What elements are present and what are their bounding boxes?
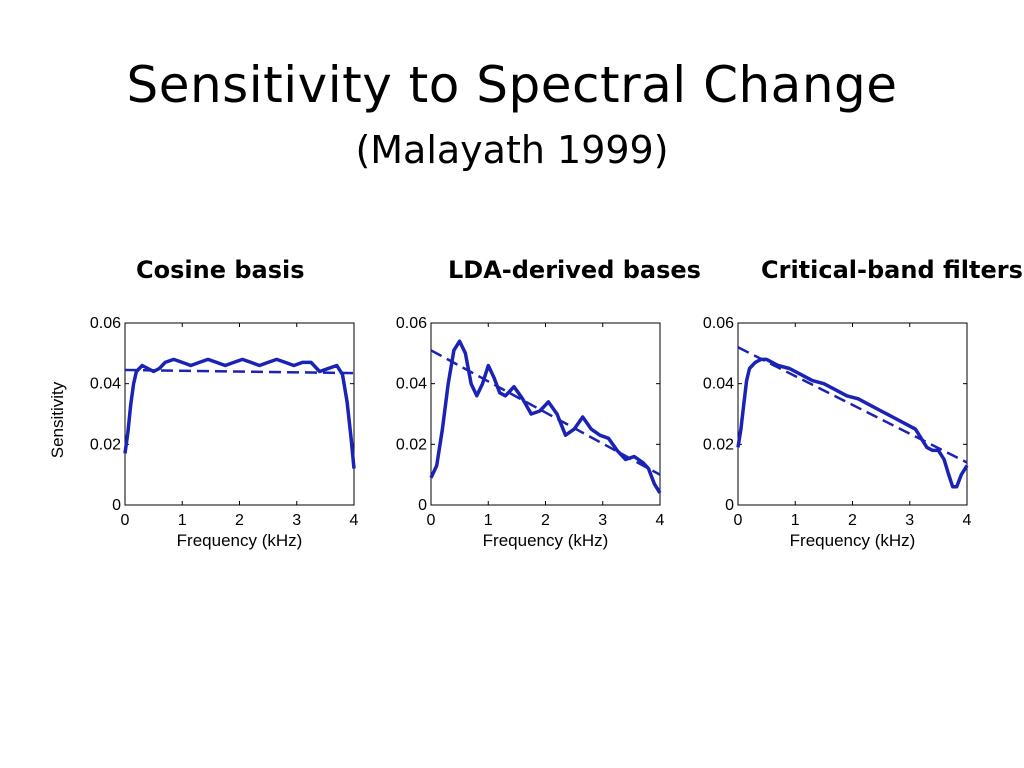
x-tick-label: 0 [121, 512, 130, 529]
x-tick-label: 3 [905, 512, 914, 529]
chart-title-cosine: Cosine basis [136, 256, 305, 284]
slide-subtitle: (Malayath 1999) [355, 128, 669, 172]
chart-title-lda: LDA-derived bases [448, 256, 701, 284]
x-tick-label: 3 [598, 512, 607, 529]
sensitivity-curve [736, 357, 969, 489]
x-tick-label: 2 [848, 512, 857, 529]
x-tick-label: 1 [178, 512, 187, 529]
sensitivity-charts: 0 1 2 3 4 0 0.02 0.04 0.06 Frequency (kHz) Sensiti… [48, 315, 972, 550]
x-tick-label: 2 [541, 512, 550, 529]
x-tick-label: 1 [791, 512, 800, 529]
trend-line-dashed [737, 346, 968, 464]
x-tick-label: 0 [427, 512, 436, 529]
trend-line-dashed [124, 368, 355, 375]
chart-panel-1: 0 1 2 3 4 0 0.02 0.04 0.06 Frequency (kHz) [396, 315, 665, 550]
y-tick-label: 0.04 [90, 376, 121, 393]
chart-panel-2: 0 1 2 3 4 0 0.02 0.04 0.06 Frequency (kHz) [703, 315, 972, 550]
trend-line-dashed [430, 349, 661, 476]
x-tick-label: 4 [963, 512, 972, 529]
x-tick-label: 4 [350, 512, 359, 529]
chart-title-critical-band: Critical-band filters [761, 256, 1023, 284]
y-tick-label: 0.06 [90, 315, 121, 332]
chart-panel-0: 0 1 2 3 4 0 0.02 0.04 0.06 Frequency (kHz) Sensiti… [48, 315, 359, 550]
x-tick-label: 0 [734, 512, 743, 529]
x-axis-label: Frequency (kHz) [483, 531, 609, 550]
x-tick-label: 3 [292, 512, 301, 529]
sensitivity-curve [123, 357, 356, 469]
x-tick-label: 2 [235, 512, 244, 529]
y-tick-label: 0.06 [703, 315, 734, 332]
y-tick-label: 0.02 [396, 436, 427, 453]
x-tick-label: 1 [484, 512, 493, 529]
y-tick-label: 0.04 [396, 376, 427, 393]
y-tick-label: 0.02 [90, 436, 121, 453]
y-tick-label: 0 [112, 497, 121, 514]
y-axis-label: Sensitivity [48, 381, 67, 458]
y-tick-label: 0.04 [703, 376, 734, 393]
x-tick-label: 4 [656, 512, 665, 529]
y-tick-label: 0.02 [703, 436, 734, 453]
plot-frame [737, 322, 968, 506]
sensitivity-curve [429, 339, 662, 494]
slide-title: Sensitivity to Spectral Change [126, 56, 898, 114]
y-tick-label: 0 [725, 497, 734, 514]
plot-frame [124, 322, 355, 506]
x-axis-label: Frequency (kHz) [177, 531, 303, 550]
y-tick-label: 0 [418, 497, 427, 514]
x-axis-label: Frequency (kHz) [790, 531, 916, 550]
y-tick-label: 0.06 [396, 315, 427, 332]
